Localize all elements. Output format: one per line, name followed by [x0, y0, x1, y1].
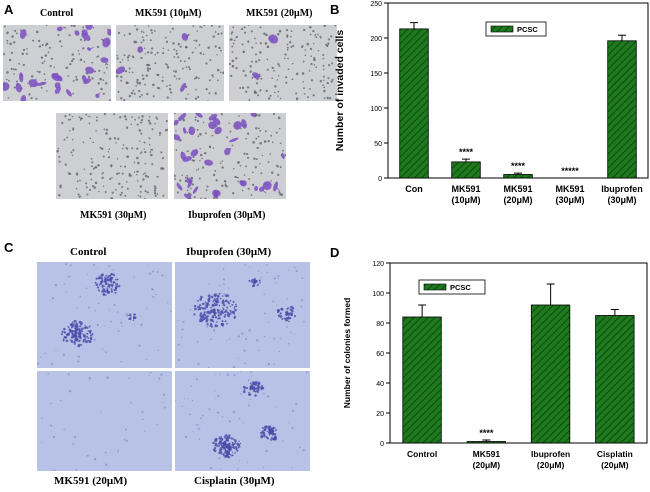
legend-box	[418, 279, 486, 295]
panel-letter-d: D	[330, 245, 340, 260]
significance-label: ****	[459, 147, 474, 157]
category-label: MK591	[503, 184, 532, 194]
panel-letter-b: B	[330, 2, 340, 17]
category-label: (20μM)	[601, 460, 629, 470]
legend-label: PCSC	[517, 25, 538, 34]
category-label: (20μM)	[537, 460, 565, 470]
y-tick-label: 50	[374, 141, 382, 148]
category-label: Con	[405, 184, 423, 194]
y-axis-label: Number of colonies formed	[342, 298, 352, 409]
panel-letter-a: A	[4, 2, 14, 17]
y-tick-label: 80	[376, 321, 384, 328]
colony-label-ibuprofen: Ibuprofen (30μM)	[186, 246, 272, 258]
category-label: (20μM)	[503, 195, 532, 205]
panel-letter-c: C	[4, 240, 14, 255]
category-label: Ibuprofen	[531, 449, 570, 459]
category-label: MK591	[451, 184, 480, 194]
category-label: MK591	[555, 184, 584, 194]
bar	[607, 40, 637, 179]
category-label: (30μM)	[607, 195, 636, 205]
colony-label-control: Control	[70, 246, 107, 258]
significance-label: ****	[511, 161, 526, 171]
category-label: (20μM)	[473, 460, 501, 470]
bar	[399, 28, 429, 179]
micrograph-label-mk591-30: MK591 (30μM)	[80, 210, 147, 221]
y-axis-label: Number of invaded cells	[334, 30, 346, 152]
y-tick-label: 0	[380, 441, 384, 448]
y-tick-label: 120	[372, 261, 384, 268]
category-label: MK591	[473, 449, 501, 459]
chart-colonies-formed: 0 20 40 60 80 100 120 Number of colonies formed…	[342, 261, 648, 470]
colony-image-ibuprofen	[175, 262, 310, 368]
micrograph-invasion-mk591-20	[229, 25, 337, 101]
category-label: (30μM)	[555, 195, 584, 205]
significance-label: *****	[561, 166, 579, 176]
y-tick-label: 60	[376, 351, 384, 358]
bar	[466, 441, 507, 444]
category-label: (10μM)	[451, 195, 480, 205]
category-label: Cisplatin	[597, 449, 633, 459]
significance-label: ****	[479, 428, 494, 438]
micrograph-invasion-mk591-30	[56, 113, 168, 199]
colony-label-cisplatin: Cisplatin (30μM)	[194, 475, 275, 487]
colony-image-control	[37, 262, 172, 368]
y-tick-label: 100	[370, 106, 382, 113]
bar	[530, 304, 571, 444]
bar	[402, 316, 442, 444]
y-tick-label: 200	[370, 36, 382, 43]
legend-label: PCSC	[450, 283, 471, 292]
y-tick-label: 100	[372, 291, 384, 298]
y-tick-label: 0	[378, 176, 382, 183]
y-tick-label: 40	[376, 381, 384, 388]
colony-image-cisplatin	[175, 371, 310, 471]
bar	[503, 174, 533, 179]
bar	[595, 315, 635, 444]
colony-label-mk591: MK591 (20μM)	[54, 475, 128, 487]
y-tick-label: 150	[370, 71, 382, 78]
legend-box	[485, 21, 547, 37]
legend-swatch	[423, 283, 447, 291]
micrograph-label-mk591-20: MK591 (20μM)	[246, 8, 313, 19]
colony-image-mk591	[37, 371, 172, 471]
category-label: Ibuprofen	[601, 184, 643, 194]
legend-swatch	[490, 25, 514, 33]
micrograph-label-mk591-10: MK591 (10μM)	[135, 8, 202, 19]
chart-invaded-cells: 0 50 100 150 200 250 Number of invaded cells Co…	[334, 1, 649, 205]
micrograph-label-ibuprofen: Ibuprofen (30μM)	[188, 210, 266, 221]
micrograph-invasion-control	[3, 25, 111, 101]
micrograph-invasion-ibuprofen	[174, 113, 286, 199]
bar	[451, 161, 481, 179]
micrograph-label-control: Control	[40, 8, 74, 19]
y-tick-label: 250	[370, 1, 382, 8]
y-tick-label: 20	[376, 411, 384, 418]
category-label: Control	[407, 449, 437, 459]
micrograph-invasion-mk591-10	[116, 25, 224, 101]
